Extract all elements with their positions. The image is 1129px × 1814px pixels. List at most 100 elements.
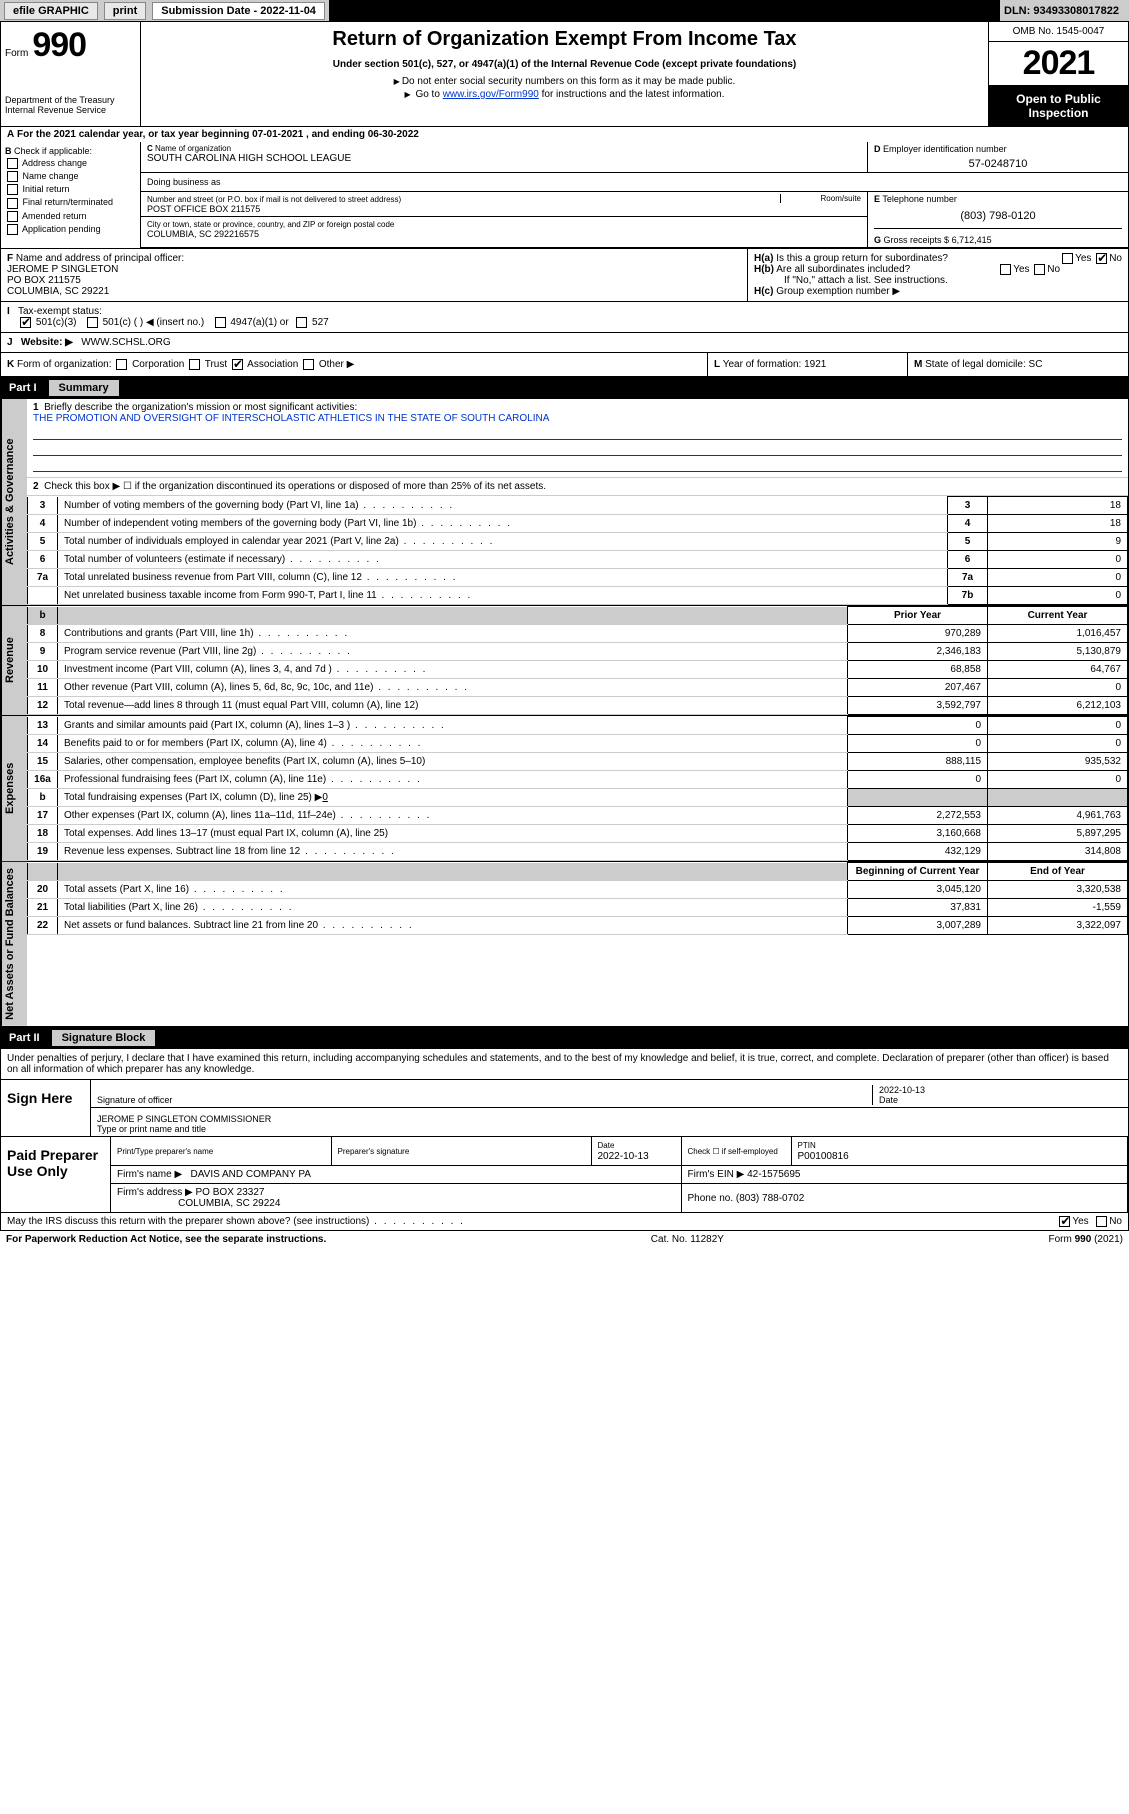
line-a-text: For the 2021 calendar year, or tax year … [17, 129, 419, 140]
dln-label: DLN: 93493308017822 [1004, 5, 1125, 17]
4947-check[interactable] [215, 317, 226, 328]
section-cd-wrap: C Name of organization SOUTH CAROLINA HI… [141, 142, 1128, 248]
officer-name: JEROME P SINGLETON [7, 264, 118, 275]
goto-note: Go to www.irs.gov/Form990 for instructio… [151, 89, 978, 100]
gov-content: 1 Briefly describe the organization's mi… [27, 399, 1128, 605]
rev-content: bPrior YearCurrent Year 8Contributions a… [27, 606, 1128, 715]
527-check[interactable] [296, 317, 307, 328]
goto-pre: Go to [415, 89, 442, 100]
final-check[interactable]: Final return/terminated [5, 197, 136, 208]
501c-check[interactable] [87, 317, 98, 328]
phone-gross-cell: E Telephone number (803) 798-0120 G Gros… [868, 192, 1128, 247]
dba-row: Doing business as [141, 173, 1128, 192]
blank [58, 607, 848, 625]
form-subtitle: Under section 501(c), 527, or 4947(a)(1)… [151, 59, 978, 70]
form-number: 990 [32, 26, 86, 65]
part1-label: Part I [9, 382, 37, 394]
org-name-cell: C Name of organization SOUTH CAROLINA HI… [141, 142, 868, 172]
street-cell: Number and street (or P.O. box if mail i… [141, 192, 867, 217]
toolbar-spacer [329, 0, 1000, 21]
exp-content: 13Grants and similar amounts paid (Part … [27, 716, 1128, 861]
state-domicile: SC [1029, 359, 1043, 370]
initial-check[interactable]: Initial return [5, 184, 136, 195]
goto-post: for instructions and the latest informat… [539, 89, 725, 100]
firm-addr2: COLUMBIA, SC 29224 [178, 1198, 280, 1209]
print-button[interactable]: print [104, 2, 146, 20]
section-f: F Name and address of principal officer:… [1, 249, 748, 301]
gov-block: Activities & Governance 1 Briefly descri… [0, 399, 1129, 606]
discuss-yes-check[interactable] [1059, 1216, 1070, 1227]
exp-block: Expenses 13Grants and similar amounts pa… [0, 716, 1129, 862]
form-990-logo: Form 990 [5, 26, 136, 65]
tax-year: 2021 [989, 42, 1128, 86]
form-title: Return of Organization Exempt From Incom… [151, 28, 978, 51]
discuss-row: May the IRS discuss this return with the… [0, 1213, 1129, 1231]
open-inspection: Open to Public Inspection [989, 86, 1128, 126]
mission-line [33, 442, 1122, 456]
sig-date: 2022-10-13Date [872, 1085, 1122, 1105]
year-formation: 1921 [804, 359, 826, 370]
other-check[interactable] [303, 359, 314, 370]
501c3-check[interactable] [20, 317, 31, 328]
ein-value: 57-0248710 [874, 158, 1122, 170]
form-header-left: Form 990 Department of the Treasury Inte… [1, 22, 141, 126]
phone-val: (803) 798-0120 [874, 210, 1122, 222]
gov-table: 3Number of voting members of the governi… [27, 496, 1128, 605]
part1-title: Summary [49, 380, 119, 396]
submission-date: Submission Date - 2022-11-04 [152, 2, 325, 20]
paid-table: Print/Type preparer's name Preparer's si… [111, 1137, 1128, 1212]
hb-note: If "No," attach a list. See instructions… [754, 275, 1122, 286]
ssn-note: Do not enter social security numbers on … [151, 76, 978, 87]
addr-row: Number and street (or P.O. box if mail i… [141, 192, 1128, 248]
sign-here-label: Sign Here [1, 1080, 91, 1136]
blank: b [28, 607, 58, 625]
rev-block: Revenue bPrior YearCurrent Year 8Contrib… [0, 606, 1129, 716]
irs-link[interactable]: www.irs.gov/Form990 [443, 89, 539, 100]
form-header-right: OMB No. 1545-0047 2021 Open to Public In… [988, 22, 1128, 126]
addr-left: Number and street (or P.O. box if mail i… [141, 192, 868, 247]
app-pending-check[interactable]: Application pending [5, 224, 136, 235]
ein-hdr: Employer identification number [883, 144, 1007, 154]
form-word: Form [5, 48, 28, 59]
gov-tab: Activities & Governance [1, 399, 27, 605]
sig-name-title: JEROME P SINGLETON COMMISSIONERType or p… [97, 1114, 1122, 1134]
gross-line: G Gross receipts $ 6,712,415 [874, 228, 1122, 245]
discuss-text: May the IRS discuss this return with the… [7, 1216, 465, 1227]
line2: 2 Check this box ▶ ☐ if the organization… [27, 478, 1128, 496]
section-b: B Check if applicable: Address change Na… [1, 142, 141, 248]
section-m: M State of legal domicile: SC [908, 353, 1128, 376]
net-block: Net Assets or Fund Balances Beginning of… [0, 862, 1129, 1027]
section-k: K Form of organization: Corporation Trus… [1, 353, 708, 376]
net-tab: Net Assets or Fund Balances [1, 862, 27, 1026]
exp-tab: Expenses [1, 716, 27, 861]
discuss-yesno: Yes No [1057, 1216, 1122, 1227]
section-l: L Year of formation: 1921 [708, 353, 908, 376]
ein-cell: D Employer identification number 57-0248… [868, 142, 1128, 172]
amended-check[interactable]: Amended return [5, 211, 136, 222]
name-change-check[interactable]: Name change [5, 171, 136, 182]
trust-check[interactable] [189, 359, 200, 370]
b-header: Check if applicable: [14, 146, 92, 156]
cat-no: Cat. No. 11282Y [326, 1234, 1048, 1245]
street-val: POST OFFICE BOX 211575 [147, 204, 260, 214]
bottom-line: For Paperwork Reduction Act Notice, see … [0, 1231, 1129, 1248]
assoc-check[interactable] [232, 359, 243, 370]
row-fh: F Name and address of principal officer:… [0, 249, 1129, 302]
row-i: I Tax-exempt status: 501(c)(3) 501(c) ( … [0, 302, 1129, 333]
top-toolbar: efile GRAPHIC print Submission Date - 20… [0, 0, 1129, 22]
discuss-no-check[interactable] [1096, 1216, 1107, 1227]
officer-addr1: PO BOX 211575 [7, 275, 81, 286]
exp-table: 13Grants and similar amounts paid (Part … [27, 716, 1128, 861]
firm-addr1: PO BOX 23327 [196, 1187, 265, 1198]
part1-header: Part I Summary [0, 377, 1129, 399]
part2-header: Part II Signature Block [0, 1027, 1129, 1049]
addr-change-check[interactable]: Address change [5, 158, 136, 169]
omb-number: OMB No. 1545-0047 [989, 22, 1128, 42]
corp-check[interactable] [116, 359, 127, 370]
part2-title: Signature Block [52, 1030, 156, 1046]
section-i: I Tax-exempt status: 501(c)(3) 501(c) ( … [1, 302, 1128, 332]
sig-block: Under penalties of perjury, I declare th… [0, 1049, 1129, 1137]
section-h: H(a) Is this a group return for subordin… [748, 249, 1128, 301]
pra-notice: For Paperwork Reduction Act Notice, see … [6, 1234, 326, 1245]
firm-ein: 42-1575695 [747, 1169, 800, 1180]
